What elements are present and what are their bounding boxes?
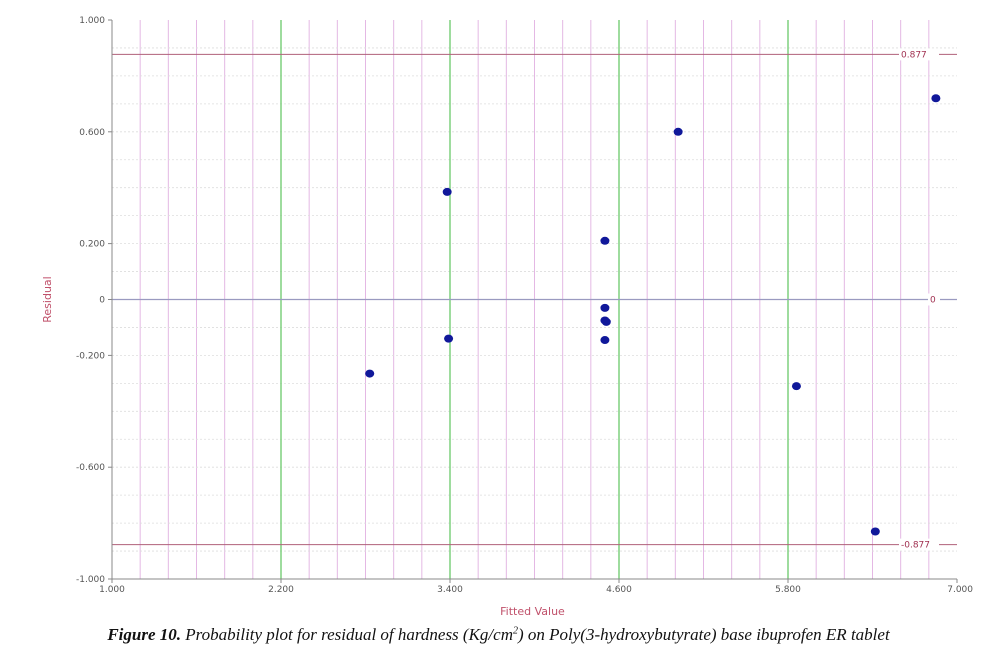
tick-labels: -1.000 -0.600 -0.200 0 0.200 0.600 1.000 1.000 2…: [76, 16, 973, 595]
x-tick-label: 5.800: [775, 585, 801, 595]
x-tick-label: 3.400: [437, 585, 463, 595]
residual-point: [365, 369, 375, 378]
residual-scatter-chart: 0.877 0 -0.877 -1.000 -0.600 -0.200 0 0.200 0.6…: [41, 16, 973, 618]
x-tick-label: 2.200: [268, 585, 294, 595]
caption-superscript: 2: [512, 625, 518, 637]
y-tick-label: 0: [99, 296, 105, 306]
x-tick-label: 7.000: [947, 585, 973, 595]
figure-caption: Figure 10. Probability plot for residual…: [0, 625, 997, 645]
caption-text-before: Probability plot for residual of hardnes…: [181, 625, 513, 644]
y-axis-label: Residual: [41, 276, 54, 322]
residual-point: [870, 527, 880, 536]
reference-line-label: 0.877: [901, 50, 927, 60]
y-tick-label: 1.000: [79, 16, 105, 26]
y-tick-label: -1.000: [76, 575, 105, 585]
residual-point: [931, 94, 941, 103]
data-points: [365, 94, 941, 536]
y-tick-label: 0.600: [79, 128, 105, 138]
y-tick-label: -0.600: [76, 463, 105, 473]
x-axis-label: Fitted Value: [500, 605, 565, 618]
residual-point: [600, 236, 610, 245]
reference-line-label: -0.877: [901, 541, 930, 551]
reference-label-background: [899, 538, 939, 551]
residual-point: [600, 336, 610, 345]
residual-point: [673, 127, 683, 136]
x-tick-label: 4.600: [606, 585, 632, 595]
reference-label-background: [928, 293, 940, 306]
residual-point: [791, 382, 801, 391]
residual-point: [601, 317, 611, 326]
caption-label: Figure 10.: [107, 625, 181, 644]
residual-point: [600, 303, 610, 312]
residual-point: [442, 187, 452, 196]
y-tick-label: -0.200: [76, 351, 105, 361]
reference-label-background: [899, 48, 939, 61]
residual-point: [444, 334, 454, 343]
reference-line-label: 0: [930, 296, 936, 306]
reference-lines: 0.877 0 -0.877: [112, 48, 957, 551]
x-tick-label: 1.000: [99, 585, 125, 595]
y-tick-label: 0.200: [79, 240, 105, 250]
caption-text-after: ) on Poly(3-hydroxybutyrate) base ibupro…: [517, 625, 890, 644]
